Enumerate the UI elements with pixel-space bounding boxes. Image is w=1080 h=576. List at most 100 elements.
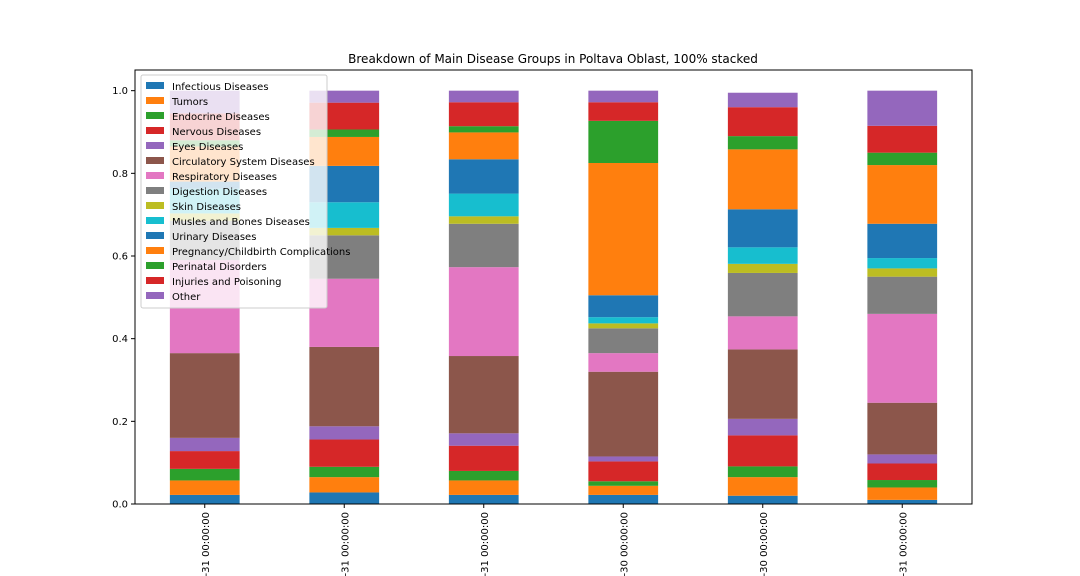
legend-label: Tumors [171, 97, 208, 108]
legend-label: Urinary Diseases [172, 232, 256, 243]
legend-swatch [146, 187, 164, 194]
bar-segment-skin-diseases-4 [727, 263, 798, 273]
bar-segment-eyes-diseases-2 [448, 433, 519, 446]
bar-segment-skin-diseases-2 [448, 216, 519, 224]
legend-swatch [146, 247, 164, 254]
legend-swatch [146, 157, 164, 164]
bar-segment-urinary-diseases-2 [448, 159, 519, 194]
bar-segment-urinary-diseases-3 [588, 295, 659, 318]
bar-segment-tumors-0 [169, 480, 240, 495]
bar-segment-infectious-diseases-5 [867, 499, 938, 504]
legend-label: Perinatal Disorders [172, 262, 267, 273]
legend: Infectious Diseases Tumors Endocrine Disea… [140, 74, 350, 309]
bar-segment-circulatory-system-diseases-4 [727, 349, 798, 419]
bar-segment-injuries-and-poisoning-2 [448, 102, 519, 127]
legend-label: Eyes Diseases [172, 142, 243, 153]
bar-segment-other-4 [727, 92, 798, 108]
legend-label: Infectious Diseases [172, 82, 269, 93]
bar-segment-pregnancy-childbirth-complications-2 [448, 132, 519, 160]
bar-segment-urinary-diseases-4 [727, 209, 798, 248]
bar-segment-digestion-diseases-2 [448, 223, 519, 268]
bar-segment-digestion-diseases-5 [867, 276, 938, 314]
bar-segment-other-2 [448, 90, 519, 103]
y-tick-label: 0.4 [112, 334, 128, 345]
bar-segment-infectious-diseases-1 [309, 492, 380, 504]
bar-segment-circulatory-system-diseases-0 [169, 353, 240, 438]
y-tick-label: 0.6 [112, 252, 128, 263]
legend-label: Skin Diseases [172, 202, 241, 213]
bar-segment-eyes-diseases-5 [867, 454, 938, 464]
legend-label: Circulatory System Diseases [172, 157, 315, 168]
bar-segment-endocrine-diseases-2 [448, 470, 519, 481]
legend-swatch [146, 112, 164, 119]
plot-frame [134, 69, 973, 505]
bar-segment-injuries-and-poisoning-4 [727, 107, 798, 137]
bar-segment-nervous-diseases-0 [169, 451, 240, 469]
bar-segment-circulatory-system-diseases-3 [588, 371, 659, 457]
bar-segment-injuries-and-poisoning-3 [588, 102, 659, 121]
bar-segment-infectious-diseases-0 [169, 494, 240, 504]
y-tick-label: 0.2 [112, 417, 128, 428]
legend-label: Endocrine Diseases [172, 112, 270, 123]
bar-segment-circulatory-system-diseases-2 [448, 356, 519, 434]
bar-segment-skin-diseases-5 [867, 268, 938, 277]
bar-segment-circulatory-system-diseases-1 [309, 346, 380, 427]
y-tick-label: 0.8 [112, 169, 128, 180]
chart-title: Breakdown of Main Disease Groups in Polt… [348, 52, 758, 66]
legend-label: Respiratory Diseases [172, 172, 277, 183]
x-tick-label: -31 00:00:00 [898, 512, 909, 576]
bar-segment-musles-and-bones-diseases-3 [588, 317, 659, 324]
legend-swatch [146, 127, 164, 134]
bar-segment-tumors-4 [727, 477, 798, 496]
legend-box [140, 74, 328, 309]
bar-segment-endocrine-diseases-5 [867, 480, 938, 488]
bar-segment-pregnancy-childbirth-complications-4 [727, 149, 798, 210]
bar-segment-digestion-diseases-3 [588, 328, 659, 354]
bar-segment-eyes-diseases-1 [309, 426, 380, 440]
bar-segment-eyes-diseases-0 [169, 437, 240, 452]
bar-segment-other-5 [867, 90, 938, 126]
bar-segment-tumors-2 [448, 480, 519, 495]
bar-segment-other-3 [588, 90, 659, 103]
legend-swatch [146, 202, 164, 209]
bar-segment-nervous-diseases-2 [448, 445, 519, 471]
y-tick-label: 0.0 [112, 500, 128, 511]
legend-swatch [146, 292, 164, 299]
bar-segment-infectious-diseases-2 [448, 494, 519, 504]
bar-segment-respiratory-diseases-4 [727, 316, 798, 350]
bar-segment-perinatal-disorders-1 [309, 129, 380, 137]
bar-segment-pregnancy-childbirth-complications-5 [867, 165, 938, 224]
legend-label: Nervous Diseases [172, 127, 261, 138]
bar-segment-endocrine-diseases-3 [588, 481, 659, 486]
legend-swatch [146, 232, 164, 239]
bar-segment-tumors-5 [867, 487, 938, 500]
bar-segment-musles-and-bones-diseases-5 [867, 258, 938, 269]
bar-segment-eyes-diseases-4 [727, 418, 798, 436]
bar-segment-tumors-1 [309, 477, 380, 493]
x-tick-label: -30 00:00:00 [619, 512, 630, 576]
bar-segment-other-1 [309, 90, 380, 103]
bar-segment-respiratory-diseases-2 [448, 267, 519, 357]
bar-segment-perinatal-disorders-4 [727, 136, 798, 150]
legend-swatch [146, 82, 164, 89]
bar-segment-musles-and-bones-diseases-2 [448, 193, 519, 217]
bar-segment-pregnancy-childbirth-complications-3 [588, 163, 659, 296]
x-tick-label: -30 00:00:00 [759, 512, 770, 576]
legend-label: Other [172, 292, 201, 303]
bar-segment-urinary-diseases-5 [867, 223, 938, 259]
x-tick-label: -31 00:00:00 [201, 512, 212, 576]
bar-segment-infectious-diseases-4 [727, 495, 798, 504]
bar-segment-perinatal-disorders-2 [448, 126, 519, 133]
x-axis: -31 00:00:00 -31 00:00:00 -31 00:00:00 -30 … [201, 504, 909, 576]
legend-swatch [146, 97, 164, 104]
bar-segment-digestion-diseases-4 [727, 272, 798, 317]
legend-label: Pregnancy/Childbirth Complications [172, 247, 350, 258]
bar-segment-eyes-diseases-3 [588, 456, 659, 462]
bar-segment-nervous-diseases-1 [309, 439, 380, 467]
legend-swatch [146, 262, 164, 269]
bar-segment-endocrine-diseases-1 [309, 466, 380, 478]
x-tick-label: -31 00:00:00 [480, 512, 491, 576]
bar-segment-musles-and-bones-diseases-4 [727, 247, 798, 264]
legend-label: Musles and Bones Diseases [172, 217, 310, 228]
